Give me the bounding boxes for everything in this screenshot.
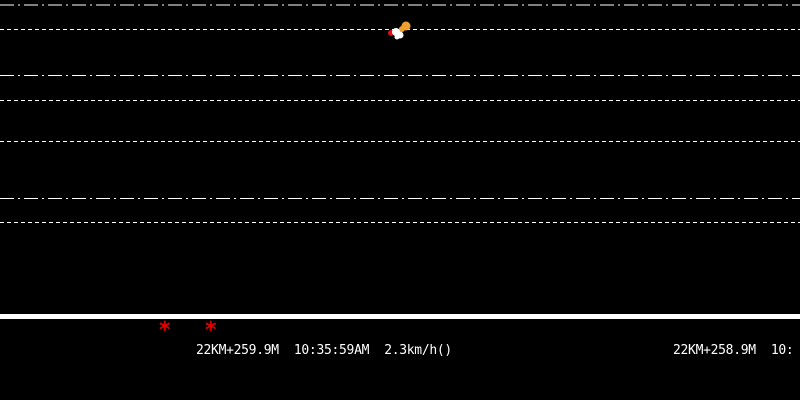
road-edge-line [0, 314, 800, 319]
mileage-readout: 22KM+258.9M [673, 343, 756, 358]
vehicle-icon[interactable] [388, 21, 411, 40]
readout-1: 22KM+259.9M 10:35:59AM 2.3km/h() [196, 342, 452, 360]
time-readout: 10: [770, 343, 794, 358]
speed-readout: 2.3km/h() [384, 343, 452, 358]
event-marker-1[interactable]: * [159, 318, 171, 343]
time-readout: 10:35:59AM [293, 343, 370, 358]
mileage-readout: 22KM+259.9M [196, 343, 279, 358]
readout-2: 22KM+258.9M 10: [673, 342, 794, 360]
event-marker-2[interactable]: * [205, 318, 217, 343]
